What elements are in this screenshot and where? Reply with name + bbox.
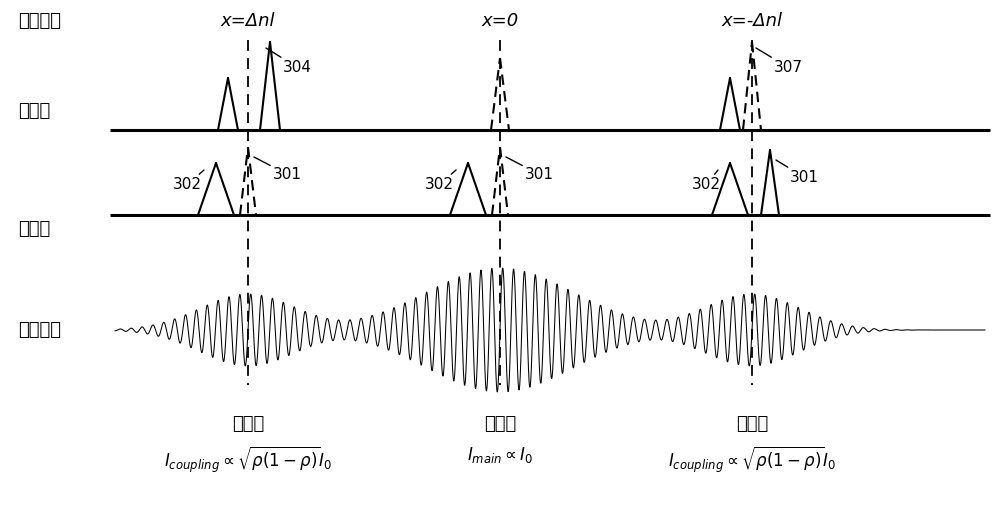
Text: 301: 301	[254, 157, 302, 182]
Text: $I_{coupling}\propto\sqrt{\rho(1-\rho)}I_{0}$: $I_{coupling}\propto\sqrt{\rho(1-\rho)}I…	[164, 445, 332, 475]
Text: 次极大: 次极大	[232, 415, 264, 433]
Text: 固定蟀: 固定蟀	[18, 220, 50, 238]
Text: 主极大: 主极大	[484, 415, 516, 433]
Text: 304: 304	[266, 48, 312, 75]
Text: 301: 301	[506, 157, 554, 182]
Text: 302: 302	[425, 170, 456, 192]
Text: 次极大: 次极大	[736, 415, 768, 433]
Text: x=0: x=0	[481, 12, 519, 30]
Text: 307: 307	[756, 48, 803, 75]
Text: 302: 302	[173, 170, 204, 192]
Text: $I_{coupling}\propto\sqrt{\rho(1-\rho)}I_{0}$: $I_{coupling}\propto\sqrt{\rho(1-\rho)}I…	[668, 445, 836, 475]
Text: $I_{main}\propto I_{0}$: $I_{main}\propto I_{0}$	[467, 445, 533, 465]
Text: 扫描蟀: 扫描蟀	[18, 102, 50, 120]
Text: 干涉信号: 干涉信号	[18, 321, 61, 339]
Text: 302: 302	[692, 170, 721, 192]
Text: 301: 301	[776, 160, 819, 185]
Text: 扫描光程: 扫描光程	[18, 12, 61, 30]
Text: x=-Δnl: x=-Δnl	[722, 12, 782, 30]
Text: x=Δnl: x=Δnl	[221, 12, 275, 30]
